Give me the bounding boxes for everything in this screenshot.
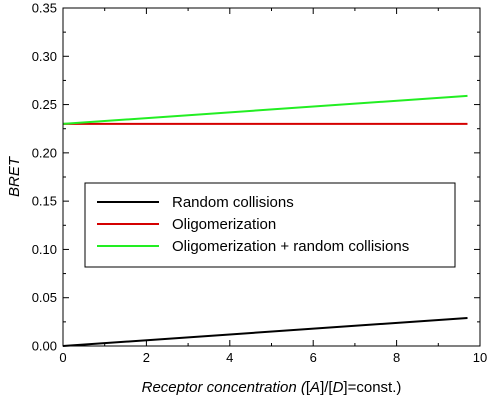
x-tick-label: 4 (226, 350, 233, 365)
x-axis-title-part: ]/[ (320, 379, 333, 396)
x-tick-label: 0 (59, 350, 66, 365)
x-tick-label: 10 (473, 350, 487, 365)
y-tick-label: 0.05 (32, 290, 57, 305)
series-line-oligomerization-random-collisions (62, 94, 468, 125)
x-axis-title-part: D (333, 379, 344, 396)
x-axis-title-part: Receptor concentration ( (142, 379, 308, 396)
x-axis-title-part: A (309, 379, 320, 396)
x-tick-label: 6 (310, 350, 317, 365)
x-tick-label: 2 (143, 350, 150, 365)
y-axis-title: BRET (6, 155, 23, 197)
y-tick-label: 0.25 (32, 97, 57, 112)
x-tick-label: 8 (393, 350, 400, 365)
y-tick-label: 0.30 (32, 49, 57, 64)
x-axis-title: Receptor concentration ([A]/[D]=const.) (142, 379, 402, 396)
y-tick-label: 0.10 (32, 242, 57, 257)
axis-ticks (62, 7, 481, 347)
legend-label: Oligomerization (172, 216, 276, 233)
x-axis-title-part: ]=const.) (343, 379, 401, 396)
y-tick-label: 0.00 (32, 339, 57, 354)
legend: Random collisions Oligomerization Oligomer… (84, 182, 456, 268)
series-line-random-collisions (62, 316, 468, 347)
x-tick-labels: 0 2 4 6 8 10 (59, 350, 487, 365)
y-tick-label: 0.15 (32, 194, 57, 209)
y-tick-label: 0.20 (32, 145, 57, 160)
y-tick-labels: 0.00 0.05 0.10 0.15 0.20 0.25 0.30 0.35 (32, 1, 57, 354)
legend-label: Random collisions (172, 194, 294, 211)
x-axis-title-part: [ (306, 379, 311, 396)
series-lines (62, 94, 468, 347)
legend-label: Oligomerization + random collisions (172, 238, 409, 255)
y-tick-label: 0.35 (32, 1, 57, 16)
plot-frame (62, 7, 481, 347)
